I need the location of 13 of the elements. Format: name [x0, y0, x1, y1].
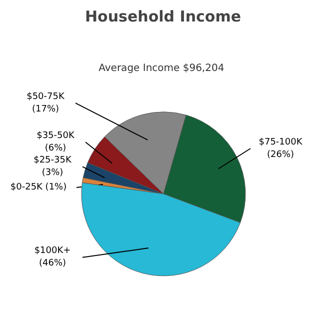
chart-title: Household Income: [85, 8, 241, 26]
data-label: (26%): [266, 150, 294, 160]
slice-label: $0-25K (1%): [10, 182, 67, 193]
data-label: (17%): [32, 104, 60, 114]
slice-label: $35-50K: [36, 130, 76, 141]
slice-label: $100K+: [34, 246, 71, 256]
data-label: (3%): [42, 168, 64, 178]
chart-subtitle: Average Income $96,204: [98, 63, 224, 74]
slice-label: $25-35K: [34, 155, 72, 166]
data-label: (6%): [44, 143, 66, 154]
data-label: (46%): [38, 258, 66, 269]
slice-label: $50-75K: [26, 92, 66, 102]
slice-label: $75-100K: [258, 137, 304, 148]
